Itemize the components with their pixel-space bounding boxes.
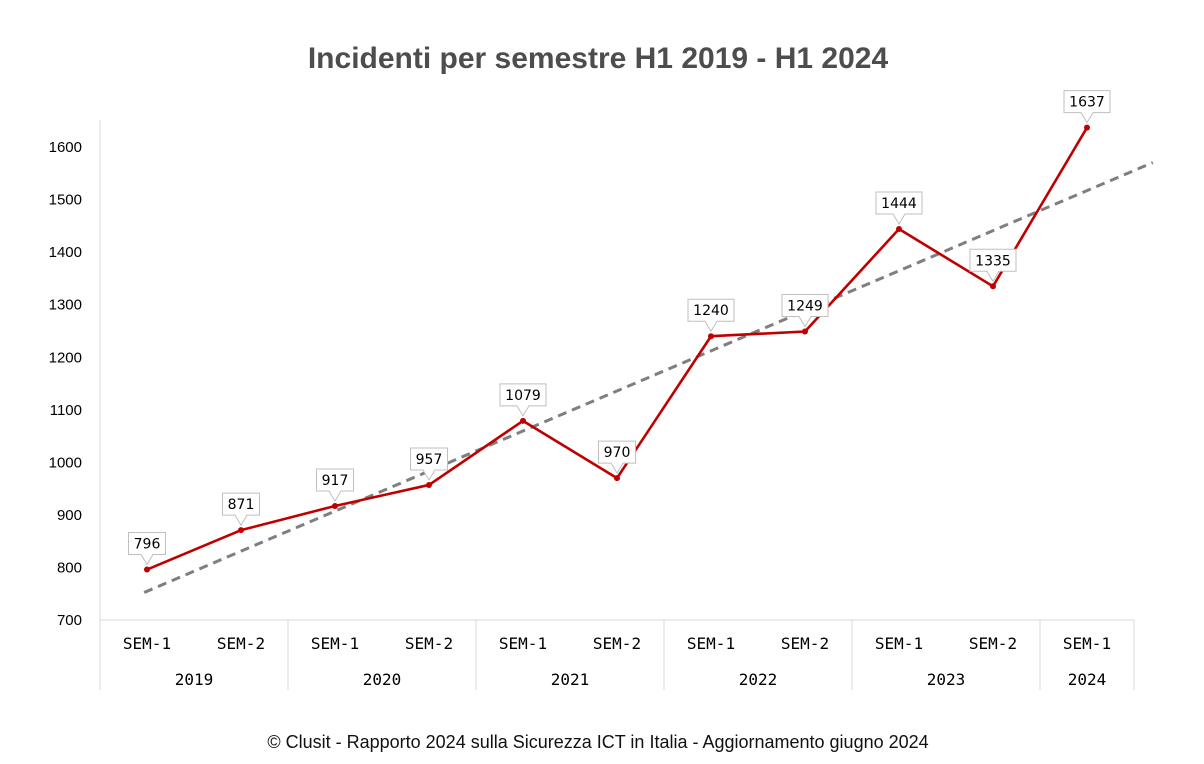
x-category-label: SEM-2 — [405, 634, 453, 653]
y-tick-label: 1300 — [49, 297, 82, 314]
y-tick-label: 1500 — [49, 192, 82, 209]
x-category-label: SEM-1 — [123, 634, 171, 653]
data-label-box — [316, 468, 354, 502]
data-label-text: 871 — [228, 497, 255, 513]
data-label-text: 957 — [416, 452, 443, 468]
x-group-label: 2023 — [927, 670, 966, 689]
x-group-label: 2021 — [551, 670, 590, 689]
x-category-label: SEM-1 — [687, 634, 735, 653]
data-label-box — [1063, 90, 1111, 124]
x-category-label: SEM-2 — [593, 634, 641, 653]
data-label-box — [598, 440, 636, 475]
x-category-label: SEM-1 — [499, 634, 547, 653]
series-line — [144, 124, 1090, 573]
x-category-label: SEM-1 — [875, 634, 923, 653]
y-tick-label: 800 — [57, 559, 82, 576]
data-label-box — [969, 248, 1017, 283]
data-label-text: 1079 — [505, 388, 541, 404]
data-label-box — [781, 294, 829, 328]
data-label: 1444 — [875, 191, 923, 225]
y-tick-label: 1200 — [49, 349, 82, 366]
y-tick-label: 1400 — [49, 244, 82, 261]
x-group-label: 2019 — [175, 670, 214, 689]
x-category-label: SEM-1 — [1063, 634, 1111, 653]
x-category-label: SEM-2 — [781, 634, 829, 653]
data-label-box — [128, 532, 166, 566]
data-label: 957 — [410, 447, 448, 481]
data-point — [520, 417, 526, 424]
data-label-box — [687, 298, 735, 333]
data-label: 871 — [222, 492, 260, 527]
data-point — [238, 527, 244, 534]
data-label: 1240 — [687, 298, 735, 333]
data-label: 1079 — [499, 383, 547, 417]
data-point — [332, 502, 338, 509]
x-category-label: SEM-2 — [217, 634, 265, 653]
data-label-box — [499, 383, 547, 417]
trendline — [143, 161, 1154, 594]
y-tick-label: 1600 — [49, 139, 82, 156]
data-point — [802, 328, 808, 335]
data-label-text: 1240 — [693, 303, 729, 319]
data-label: 1249 — [781, 294, 829, 328]
data-point — [1084, 124, 1090, 131]
data-point — [426, 481, 432, 488]
data-label-text: 1335 — [975, 253, 1011, 269]
data-label-text: 1249 — [787, 299, 823, 315]
series-polyline — [146, 126, 1089, 571]
data-label-box — [875, 191, 923, 225]
data-label-text: 970 — [604, 445, 631, 461]
data-label-text: 917 — [322, 473, 349, 489]
chart-axes: 700 800 900 1000 1100 1200 1300 1400 1500 1600 SEM… — [49, 120, 1135, 690]
y-tick-label: 1100 — [50, 402, 82, 419]
data-label-text: 796 — [134, 537, 161, 553]
data-label: 970 — [598, 440, 636, 475]
x-group-label: 2022 — [739, 670, 778, 689]
trendline-path — [143, 161, 1154, 594]
data-label-box — [410, 447, 448, 481]
y-tick-label: 700 — [57, 612, 82, 629]
x-group-label: 2024 — [1068, 670, 1107, 689]
y-tick-label: 1000 — [49, 454, 82, 471]
data-label: 917 — [316, 468, 354, 502]
data-point — [990, 283, 996, 290]
data-label-text: 1444 — [881, 196, 917, 212]
chart-title: Incidenti per semestre H1 2019 - H1 2024 — [308, 42, 889, 75]
data-labels: 796 871 917 957 1079 970 1240 1249 1444 1335 1637 — [128, 90, 1111, 566]
data-point — [614, 475, 620, 482]
data-label: 1637 — [1063, 90, 1111, 124]
x-category-label: SEM-1 — [311, 634, 359, 653]
data-point — [144, 566, 150, 573]
y-tick-label: 900 — [57, 507, 82, 524]
data-point — [708, 333, 714, 340]
data-label: 1335 — [969, 248, 1017, 283]
data-point — [896, 226, 902, 233]
footer-credit: © Clusit - Rapporto 2024 sulla Sicurezza… — [267, 732, 928, 752]
x-group-label: 2020 — [363, 670, 402, 689]
data-label-text: 1637 — [1069, 95, 1105, 111]
data-label-box — [222, 492, 260, 527]
x-category-label: SEM-2 — [969, 634, 1017, 653]
data-label: 796 — [128, 532, 166, 566]
